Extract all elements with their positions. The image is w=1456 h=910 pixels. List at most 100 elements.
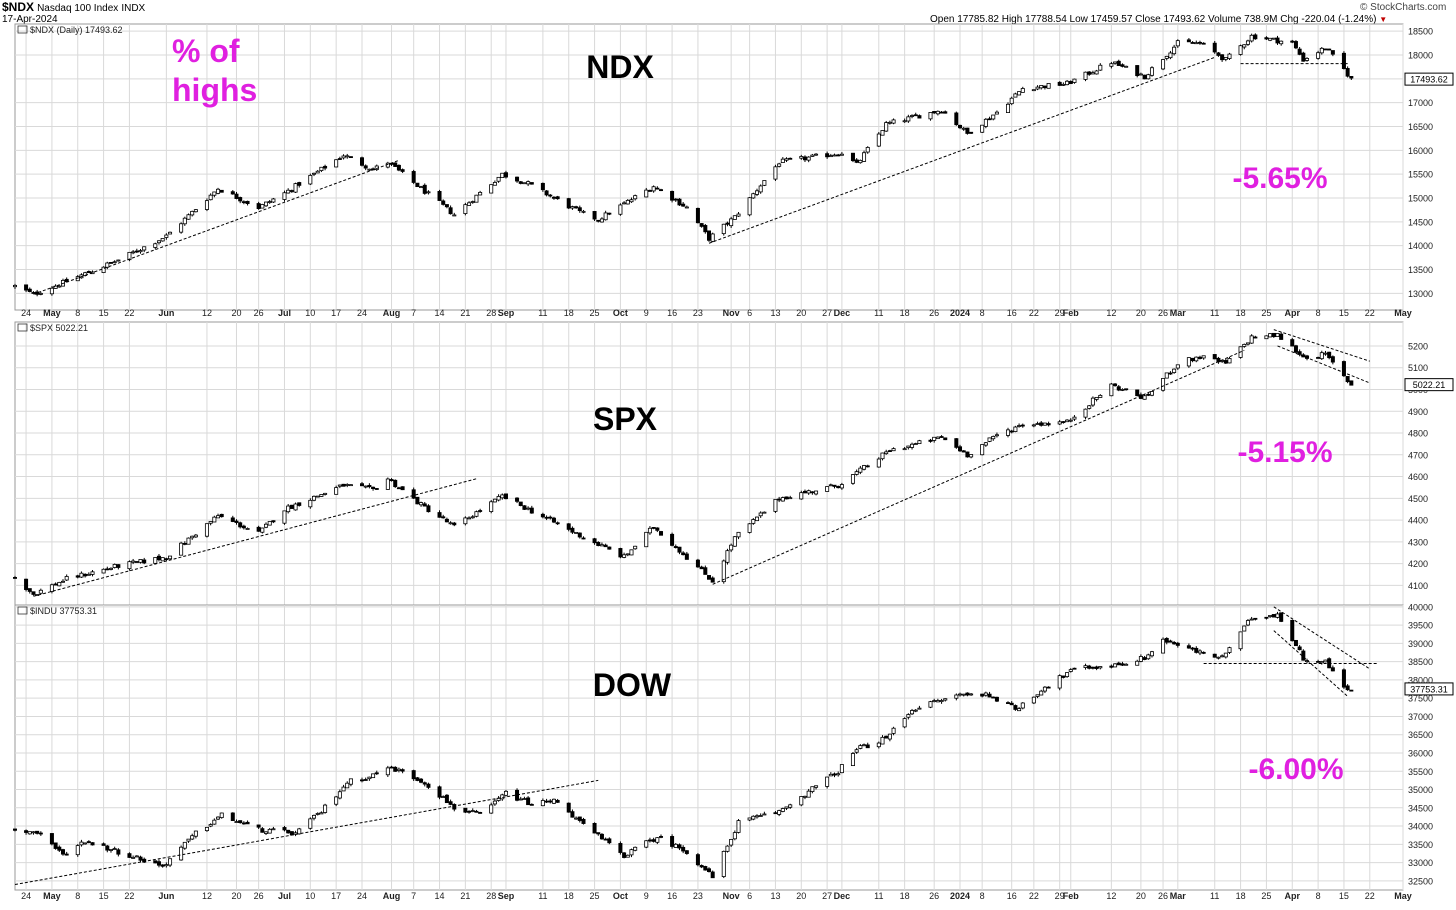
candle-down <box>1168 372 1173 375</box>
candle-down <box>529 182 534 185</box>
candle-up <box>1268 333 1273 338</box>
candle-down <box>234 193 239 199</box>
x-tick-label: 17 <box>331 891 341 901</box>
candle-up <box>891 448 896 452</box>
index-title: SPX <box>593 401 658 437</box>
y-tick-label: 36500 <box>1408 730 1433 740</box>
candle-up <box>134 855 139 858</box>
candle-up <box>622 202 627 205</box>
y-tick-label: 14000 <box>1408 241 1433 251</box>
candle-up <box>876 458 881 468</box>
candle-down <box>105 568 110 571</box>
candle-down <box>544 516 549 519</box>
candle-down <box>592 211 597 220</box>
candle-up <box>758 815 763 817</box>
x-tick-label: Dec <box>834 308 851 318</box>
candle-up <box>917 707 922 710</box>
candle-up <box>788 804 793 808</box>
candle-down <box>116 849 121 855</box>
candle-up <box>1065 672 1070 677</box>
candle-up <box>426 191 431 194</box>
candle-up <box>1098 666 1103 669</box>
candle-down <box>913 114 918 117</box>
candle-up <box>1072 416 1077 420</box>
candle-down <box>522 505 527 510</box>
candle-down <box>802 490 807 494</box>
candle-down <box>677 198 682 206</box>
candle-down <box>1116 60 1121 66</box>
candle-up <box>618 204 623 215</box>
candle-up <box>1268 37 1273 41</box>
candle-up <box>1242 44 1247 48</box>
candle-up <box>629 549 634 556</box>
candle-up <box>308 818 313 829</box>
x-tick-label: 8 <box>980 308 985 318</box>
x-tick-label: 24 <box>357 308 367 318</box>
candle-down <box>987 118 992 121</box>
candle-down <box>448 801 453 805</box>
x-tick-label: May <box>43 891 61 901</box>
candle-down <box>1057 81 1062 86</box>
x-tick-label: 28 <box>486 308 496 318</box>
candle-down <box>684 850 689 854</box>
candle-down <box>441 200 446 205</box>
candle-up <box>1149 67 1154 76</box>
candle-up <box>216 188 221 194</box>
last-value-label: 37753.31 <box>1410 684 1448 694</box>
candle-up <box>570 206 575 209</box>
candle-up <box>186 838 191 842</box>
candle-down <box>677 844 682 849</box>
candle-up <box>489 501 494 512</box>
y-tick-label: 15500 <box>1408 170 1433 180</box>
y-tick-label: 4500 <box>1408 494 1428 504</box>
candle-up <box>492 182 497 186</box>
candle-up <box>83 842 88 845</box>
candle-up <box>902 120 907 123</box>
candle-up <box>729 218 734 227</box>
candle-down <box>256 203 261 210</box>
candle-down <box>53 583 58 586</box>
candle-up <box>788 497 793 500</box>
panel-frame-1 <box>14 321 1404 606</box>
x-tick-label: 26 <box>254 308 264 318</box>
candle-down <box>958 446 963 452</box>
x-tick-label: May <box>43 308 61 318</box>
candle-up <box>1223 652 1228 658</box>
candle-down <box>245 821 250 825</box>
candle-up <box>308 175 313 185</box>
trendline <box>1277 345 1370 384</box>
candle-down <box>359 483 365 487</box>
candle-down <box>422 184 427 194</box>
x-tick-label: 18 <box>900 891 910 901</box>
candle-up <box>168 555 173 560</box>
candle-down <box>238 522 243 528</box>
highs-label-line2: highs <box>172 72 257 108</box>
candle-up <box>1161 638 1166 654</box>
candle-up <box>825 776 830 787</box>
candle-up <box>729 544 734 551</box>
candle-up <box>1083 665 1088 668</box>
candle-down <box>854 159 859 163</box>
candle-down <box>415 777 420 781</box>
candle-up <box>212 516 217 523</box>
x-tick-label: 12 <box>202 308 212 318</box>
candle-up <box>958 693 963 696</box>
last-value-label: 17493.62 <box>1410 75 1448 85</box>
y-tick-label: 4800 <box>1408 429 1428 439</box>
ohlc-text: Open 17785.82 High 17788.54 Low 17459.57… <box>930 14 1377 25</box>
candle-down <box>810 491 815 494</box>
candle-down <box>1061 675 1066 678</box>
candle-up <box>954 694 959 699</box>
candle-up <box>799 492 804 500</box>
candle-up <box>1017 425 1022 427</box>
candle-up <box>216 816 221 820</box>
panel-legend: $SPX 5022.21 <box>30 323 88 333</box>
candle-up <box>777 163 782 167</box>
candle-up <box>367 776 372 780</box>
x-tick-label: 18 <box>1236 891 1246 901</box>
y-tick-label: 38500 <box>1408 657 1433 667</box>
candle-down <box>1212 354 1217 360</box>
candle-up <box>862 152 867 162</box>
candle-up <box>729 839 734 846</box>
candle-down <box>27 288 32 292</box>
